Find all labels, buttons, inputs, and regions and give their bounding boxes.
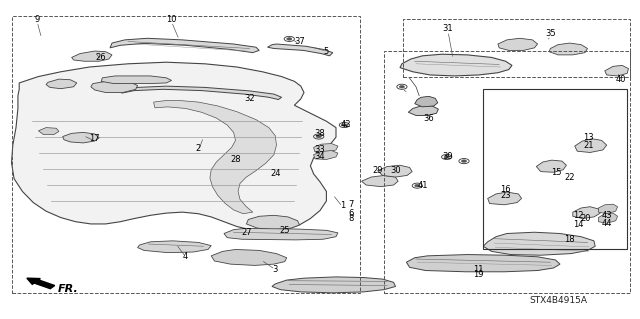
Circle shape [287, 38, 292, 40]
Polygon shape [314, 151, 338, 160]
Text: 16: 16 [500, 185, 511, 194]
Text: 5: 5 [324, 47, 329, 56]
Text: 37: 37 [294, 37, 305, 46]
Circle shape [444, 156, 449, 158]
Polygon shape [101, 76, 172, 84]
Bar [12, 16, 360, 293]
Text: 34: 34 [315, 152, 325, 161]
Text: 15: 15 [552, 168, 562, 177]
Polygon shape [72, 51, 112, 61]
Polygon shape [211, 249, 287, 265]
Text: 14: 14 [573, 220, 583, 229]
Text: 28: 28 [230, 155, 241, 164]
Polygon shape [415, 96, 438, 107]
FancyArrow shape [27, 278, 54, 289]
Circle shape [415, 184, 420, 187]
Polygon shape [246, 215, 300, 230]
Polygon shape [400, 54, 512, 76]
Text: 44: 44 [602, 219, 612, 228]
Polygon shape [272, 277, 396, 293]
Text: 36: 36 [424, 114, 434, 123]
Polygon shape [378, 165, 412, 177]
Text: 43: 43 [602, 211, 612, 220]
Text: 42: 42 [340, 120, 351, 129]
Text: 23: 23 [500, 191, 511, 200]
Polygon shape [314, 144, 338, 152]
Text: 35: 35 [545, 29, 556, 38]
Circle shape [399, 85, 404, 88]
Polygon shape [575, 139, 607, 152]
Text: 6: 6 [348, 209, 353, 218]
Text: 2: 2 [196, 144, 201, 153]
Polygon shape [598, 204, 618, 214]
Text: 17: 17 [90, 134, 100, 143]
Text: 26: 26 [96, 53, 106, 62]
Bar [403, 19, 630, 77]
Polygon shape [549, 43, 588, 55]
Polygon shape [483, 232, 595, 255]
Text: 40: 40 [616, 75, 626, 84]
Text: 27: 27 [241, 228, 252, 237]
Polygon shape [408, 106, 438, 115]
Text: 9: 9 [35, 15, 40, 24]
Polygon shape [110, 38, 259, 53]
Text: FR.: FR. [58, 284, 78, 294]
Text: 4: 4 [183, 252, 188, 261]
Text: 1: 1 [340, 201, 345, 210]
Bar [483, 89, 627, 249]
Polygon shape [91, 80, 138, 93]
Text: 33: 33 [315, 145, 325, 154]
Text: 41: 41 [417, 181, 428, 189]
Text: 19: 19 [474, 270, 484, 279]
Polygon shape [268, 44, 333, 56]
Circle shape [316, 135, 321, 138]
Polygon shape [122, 86, 282, 100]
Text: 12: 12 [573, 211, 583, 220]
Polygon shape [38, 128, 59, 135]
Text: 30: 30 [390, 166, 401, 175]
Text: 3: 3 [273, 265, 278, 274]
Polygon shape [63, 132, 99, 143]
Text: 31: 31 [443, 24, 453, 33]
Text: 11: 11 [474, 265, 484, 274]
Polygon shape [498, 38, 538, 50]
Text: STX4B4915A: STX4B4915A [529, 296, 587, 305]
Text: 38: 38 [315, 130, 325, 138]
Polygon shape [605, 65, 628, 76]
Text: 24: 24 [270, 169, 280, 178]
Text: 25: 25 [280, 226, 290, 235]
Polygon shape [224, 228, 338, 240]
Polygon shape [488, 192, 522, 205]
Circle shape [342, 124, 347, 126]
Text: 20: 20 [580, 214, 591, 223]
Text: 39: 39 [443, 152, 453, 161]
Text: 22: 22 [564, 173, 575, 182]
Bar [384, 51, 630, 293]
Polygon shape [573, 207, 600, 219]
Polygon shape [154, 100, 276, 214]
Text: 10: 10 [166, 15, 177, 24]
Polygon shape [46, 79, 77, 89]
Text: 18: 18 [564, 235, 575, 244]
Polygon shape [536, 160, 566, 172]
Polygon shape [598, 213, 618, 223]
Text: 8: 8 [348, 214, 353, 223]
Polygon shape [138, 241, 211, 253]
Polygon shape [406, 255, 560, 272]
Text: 29: 29 [372, 166, 383, 175]
Text: 32: 32 [244, 94, 255, 103]
Polygon shape [12, 62, 336, 231]
Polygon shape [362, 175, 398, 187]
Text: 7: 7 [348, 200, 353, 209]
Circle shape [461, 160, 467, 162]
Text: 21: 21 [584, 141, 594, 150]
Text: 13: 13 [584, 133, 594, 142]
